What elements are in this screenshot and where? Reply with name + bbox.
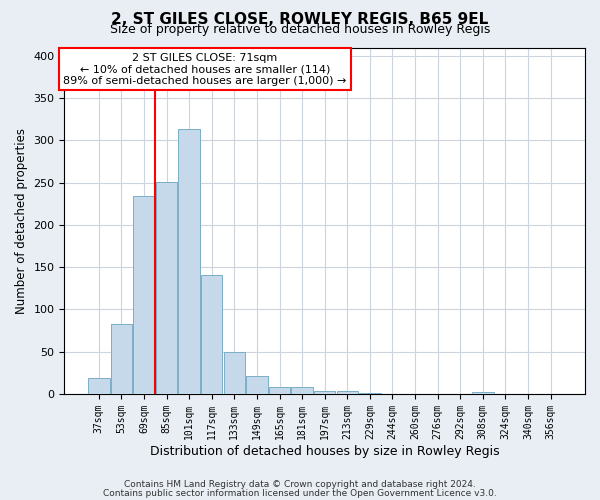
Bar	[201, 275, 223, 394]
Bar	[472, 392, 494, 394]
Text: 2, ST GILES CLOSE, ROWLEY REGIS, B65 9EL: 2, ST GILES CLOSE, ROWLEY REGIS, B65 9EL	[112, 12, 488, 28]
Bar	[246, 376, 268, 394]
Bar	[133, 196, 155, 394]
Text: Contains HM Land Registry data © Crown copyright and database right 2024.: Contains HM Land Registry data © Crown c…	[124, 480, 476, 489]
Bar	[359, 393, 380, 394]
Bar	[110, 324, 132, 394]
Bar	[156, 182, 177, 394]
Bar	[269, 387, 290, 394]
Y-axis label: Number of detached properties: Number of detached properties	[15, 128, 28, 314]
Bar	[337, 392, 358, 394]
Bar	[292, 387, 313, 394]
Bar	[314, 390, 335, 394]
Bar	[224, 352, 245, 394]
Text: Size of property relative to detached houses in Rowley Regis: Size of property relative to detached ho…	[110, 22, 490, 36]
Text: Contains public sector information licensed under the Open Government Licence v3: Contains public sector information licen…	[103, 488, 497, 498]
Bar	[178, 128, 200, 394]
X-axis label: Distribution of detached houses by size in Rowley Regis: Distribution of detached houses by size …	[150, 444, 500, 458]
Text: 2 ST GILES CLOSE: 71sqm
← 10% of detached houses are smaller (114)
89% of semi-d: 2 ST GILES CLOSE: 71sqm ← 10% of detache…	[63, 52, 347, 86]
Bar	[88, 378, 110, 394]
